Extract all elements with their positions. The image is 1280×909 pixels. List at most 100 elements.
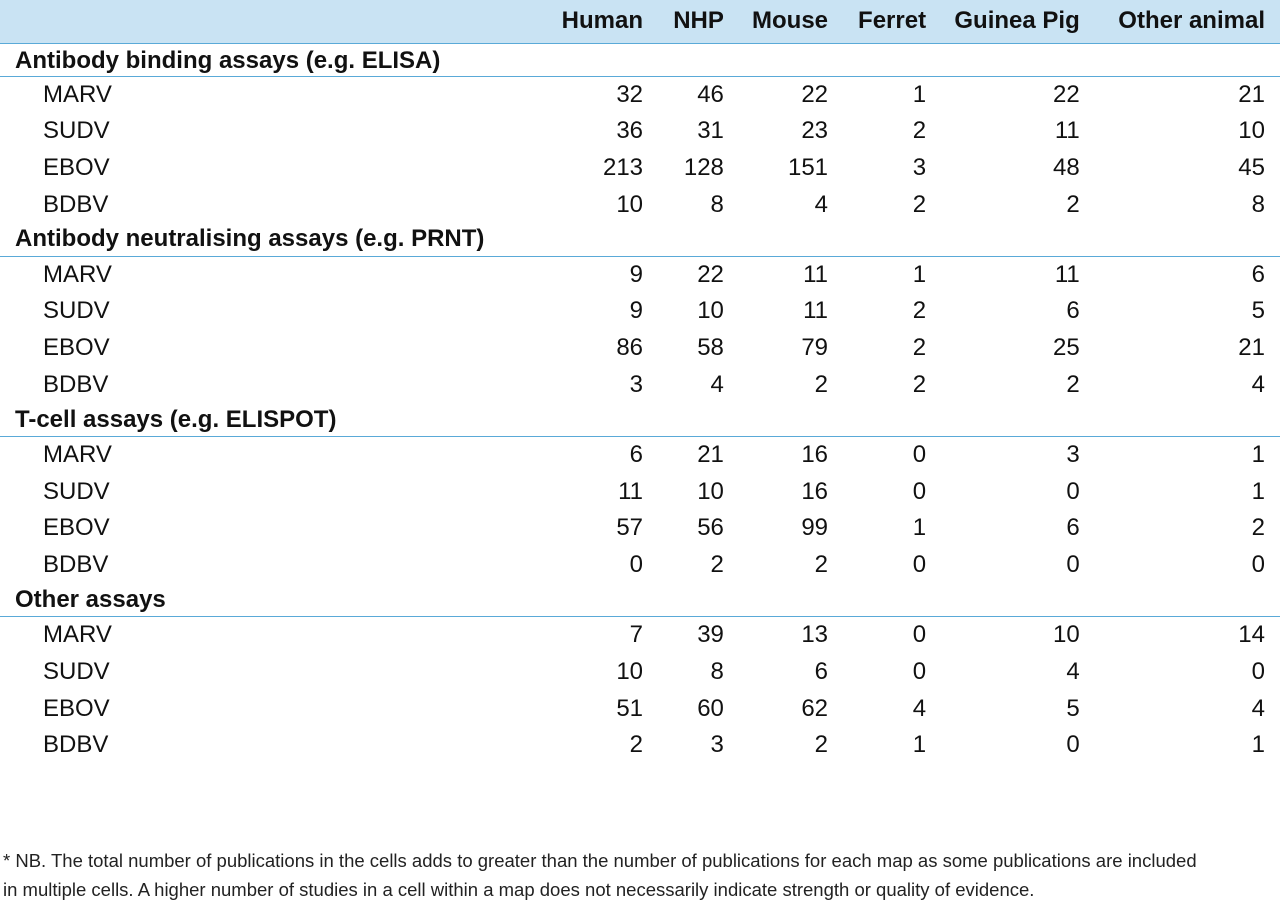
cell-guinea-pig: 10: [1053, 621, 1080, 649]
cell-nhp: 46: [697, 80, 724, 108]
cell-mouse: 22: [801, 80, 829, 108]
cell-ferret: 0: [912, 657, 927, 685]
row-label: MARV: [43, 260, 112, 288]
table-row: SUDV 11 10 16 0 0 1: [0, 473, 1280, 510]
cell-nhp: 21: [697, 441, 724, 469]
cell-other-animal: 4: [1251, 694, 1265, 722]
cell-ferret: 0: [912, 441, 927, 469]
cell-other-animal: 10: [1238, 117, 1265, 145]
table-row: SUDV 10 8 6 0 4 0: [0, 653, 1280, 690]
cell-guinea-pig: 22: [1053, 80, 1080, 108]
cell-nhp: 3: [710, 731, 724, 759]
cell-human: 10: [616, 190, 644, 218]
cell-nhp: 10: [697, 477, 724, 505]
table-row: SUDV 9 10 11 2 6 5: [0, 293, 1280, 330]
cell-nhp: 4: [710, 370, 724, 398]
row-label: BDBV: [43, 551, 109, 579]
group-title: Antibody binding assays (e.g. ELISA): [0, 43, 1280, 77]
cell-ferret: 0: [912, 621, 927, 649]
cell-guinea-pig: 6: [1066, 297, 1080, 325]
cell-ferret: 2: [912, 117, 927, 145]
row-label: EBOV: [43, 514, 110, 542]
group-header-row: Antibody neutralising assays (e.g. PRNT): [0, 223, 1280, 257]
cell-human: 9: [629, 297, 644, 325]
cell-nhp: 2: [710, 551, 724, 579]
table-row: EBOV 86 58 79 2 25 21: [0, 330, 1280, 367]
cell-other-animal: 14: [1238, 621, 1265, 649]
cell-mouse: 2: [814, 731, 829, 759]
cell-guinea-pig: 3: [1066, 441, 1080, 469]
group-header-row: Antibody binding assays (e.g. ELISA): [0, 43, 1280, 77]
cell-nhp: 56: [697, 514, 724, 542]
row-label: MARV: [43, 80, 112, 108]
cell-human: 2: [629, 731, 644, 759]
cell-mouse: 11: [803, 297, 829, 325]
header-row: Human NHP Mouse Ferret Guinea Pig Other …: [0, 0, 1280, 44]
row-label: BDBV: [43, 731, 109, 759]
column-header-ferret: Ferret: [828, 0, 927, 44]
cell-ferret: 1: [912, 514, 927, 542]
cell-ferret: 0: [912, 477, 927, 505]
cell-guinea-pig: 25: [1053, 334, 1080, 362]
row-label: SUDV: [43, 657, 110, 685]
column-header-empty: [0, 0, 516, 44]
cell-ferret: 2: [912, 297, 927, 325]
cell-guinea-pig: 0: [1066, 551, 1080, 579]
table-row: EBOV 213 128 151 3 48 45: [0, 150, 1280, 187]
cell-guinea-pig: 0: [1066, 477, 1080, 505]
cell-nhp: 128: [683, 153, 724, 181]
group-header-row: Other assays: [0, 583, 1280, 618]
cell-human: 6: [629, 441, 644, 469]
cell-guinea-pig: 48: [1053, 153, 1080, 181]
row-label: EBOV: [43, 153, 110, 181]
cell-other-animal: 45: [1238, 153, 1265, 181]
cell-guinea-pig: 5: [1066, 694, 1080, 722]
cell-nhp: 31: [697, 117, 724, 145]
cell-mouse: 11: [803, 260, 829, 288]
cell-nhp: 8: [710, 657, 724, 685]
cell-ferret: 2: [912, 334, 927, 362]
cell-nhp: 39: [697, 621, 724, 649]
table-row: BDBV 10 8 4 2 2 8: [0, 186, 1280, 223]
cell-human: 57: [616, 514, 644, 542]
cell-other-animal: 4: [1251, 370, 1265, 398]
row-label: SUDV: [43, 477, 110, 505]
cell-other-animal: 21: [1238, 80, 1265, 108]
row-label: EBOV: [43, 694, 110, 722]
cell-ferret: 3: [912, 153, 927, 181]
cell-other-animal: 1: [1251, 731, 1265, 759]
table-row: SUDV 36 31 23 2 11 10: [0, 113, 1280, 150]
cell-human: 9: [629, 260, 644, 288]
cell-mouse: 99: [801, 514, 829, 542]
cell-ferret: 0: [912, 551, 927, 579]
table-row: MARV 7 39 13 0 10 14: [0, 617, 1280, 654]
cell-human: 0: [629, 551, 644, 579]
cell-mouse: 6: [814, 657, 829, 685]
cell-nhp: 8: [710, 190, 724, 218]
cell-guinea-pig: 0: [1066, 731, 1080, 759]
cell-mouse: 13: [801, 621, 829, 649]
row-label: BDBV: [43, 370, 109, 398]
cell-ferret: 2: [912, 190, 927, 218]
cell-ferret: 1: [912, 80, 927, 108]
cell-other-animal: 2: [1251, 514, 1265, 542]
row-label: MARV: [43, 441, 112, 469]
cell-other-animal: 0: [1251, 551, 1265, 579]
cell-mouse: 23: [801, 117, 829, 145]
table-row: BDBV 2 3 2 1 0 1: [0, 727, 1280, 764]
cell-human: 10: [616, 657, 644, 685]
cell-mouse: 79: [801, 334, 829, 362]
cell-ferret: 4: [912, 694, 927, 722]
cell-guinea-pig: 2: [1066, 370, 1080, 398]
table-row: EBOV 57 56 99 1 6 2: [0, 510, 1280, 547]
cell-guinea-pig: 11: [1054, 117, 1080, 145]
cell-human: 32: [616, 80, 644, 108]
cell-nhp: 58: [697, 334, 724, 362]
column-header-guinea-pig: Guinea Pig: [926, 0, 1080, 44]
cell-other-animal: 21: [1238, 334, 1265, 362]
table-row: MARV 32 46 22 1 22 21: [0, 76, 1280, 113]
column-header-mouse: Mouse: [723, 0, 829, 44]
cell-other-animal: 0: [1251, 657, 1265, 685]
cell-mouse: 151: [787, 153, 829, 181]
cell-mouse: 2: [814, 370, 829, 398]
